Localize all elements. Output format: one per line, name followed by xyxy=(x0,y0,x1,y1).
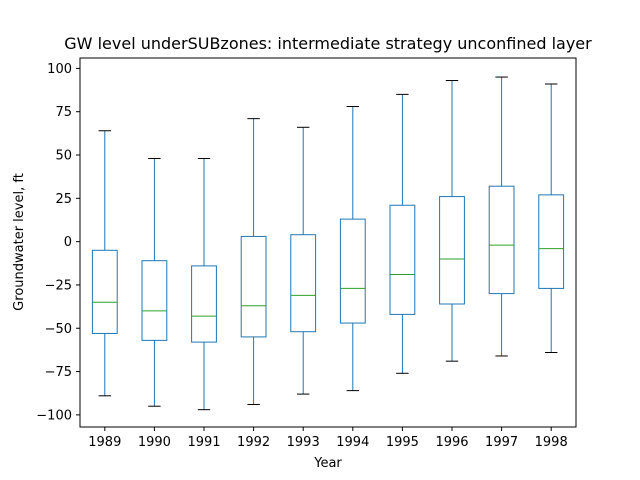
y-tick-label: −50 xyxy=(45,322,72,337)
box-1997 xyxy=(488,185,515,295)
y-tick-label: −25 xyxy=(45,278,72,293)
y-tick-label: −100 xyxy=(36,408,72,423)
x-axis-label: Year xyxy=(313,456,342,471)
x-tick-label: 1998 xyxy=(535,435,568,450)
y-tick-label: −75 xyxy=(45,365,72,380)
box-1992 xyxy=(240,235,267,338)
x-tick-label: 1994 xyxy=(336,435,369,450)
box-1998 xyxy=(538,194,565,289)
box-1995 xyxy=(389,204,416,315)
box-1993 xyxy=(290,234,317,333)
box-1996 xyxy=(439,196,465,305)
y-axis-label: Groundwater level, ft xyxy=(12,173,27,311)
box-1990 xyxy=(141,260,168,341)
box-1991 xyxy=(191,265,217,343)
x-tick-label: 1989 xyxy=(88,435,121,450)
box-1994 xyxy=(339,218,366,324)
x-tick-label: 1996 xyxy=(435,435,468,450)
x-tick-label: 1993 xyxy=(287,435,320,450)
x-tick-label: 1991 xyxy=(187,435,220,450)
y-tick-label: 75 xyxy=(55,105,72,120)
y-tick-label: 50 xyxy=(55,149,72,164)
box-1989 xyxy=(91,249,118,334)
x-tick-label: 1990 xyxy=(138,435,171,450)
x-tick-label: 1997 xyxy=(485,435,518,450)
x-tick-label: 1992 xyxy=(237,435,270,450)
x-tick-label: 1995 xyxy=(386,435,419,450)
chart-title: GW level underSUBzones: intermediate str… xyxy=(64,34,592,53)
plot-area: −100 −75 −50 −25 0 25 50 75 100 1989 1990 1991 1992 1… xyxy=(36,57,577,450)
y-tick-label: 0 xyxy=(64,235,72,250)
axes-frame xyxy=(79,57,577,428)
y-tick-label: 25 xyxy=(55,192,72,207)
y-tick-label: 100 xyxy=(47,62,72,77)
